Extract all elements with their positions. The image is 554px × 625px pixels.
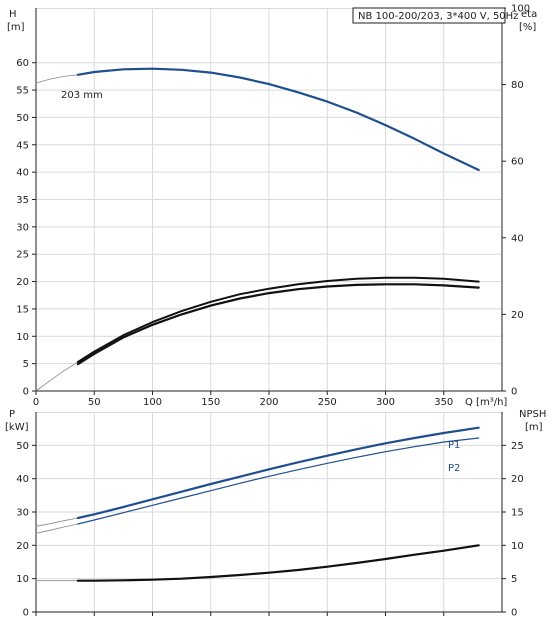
bottom-series <box>35 426 480 582</box>
bottom-series-1-line <box>77 437 480 525</box>
top-left-tick-label-10: 10 <box>16 332 29 343</box>
bottom-right-tick-label-25: 25 <box>511 441 524 452</box>
bottom-left-axis-label-line1: P <box>9 409 15 420</box>
bottom-right-tick-label-10: 10 <box>511 541 524 552</box>
top-tick-labels: 0 5 10 15 20 25 30 35 40 45 50 55 60 0 20 40 60 80 100 0 50 1… <box>16 4 530 409</box>
top-x-tick-label-0: 0 <box>33 397 39 408</box>
top-left-tick-label-45: 45 <box>16 140 29 151</box>
top-left-tick-label-35: 35 <box>16 195 29 206</box>
bottom-right-axis-label-line1: NPSH <box>519 409 546 420</box>
top-right-tick-label-60: 60 <box>511 157 524 168</box>
top-right-tick-label-0: 0 <box>511 387 517 398</box>
top-right-tick-label-20: 20 <box>511 310 524 321</box>
top-left-tick-label-5: 5 <box>23 359 29 370</box>
top-left-tick-label-25: 25 <box>16 250 29 261</box>
top-left-tick-label-40: 40 <box>16 168 29 179</box>
top-left-tick-label-20: 20 <box>16 277 29 288</box>
top-x-tick-label-50: 50 <box>88 397 101 408</box>
top-left-tick-label-60: 60 <box>16 58 29 69</box>
top-x-tick-label-150: 150 <box>201 397 220 408</box>
bottom-right-tick-label-15: 15 <box>511 508 524 519</box>
bottom-series-0-extension <box>35 517 79 527</box>
bottom-left-tick-label-30: 30 <box>16 508 29 519</box>
top-x-tick-label-300: 300 <box>376 397 395 408</box>
info-box-text: NB 100-200/203, 3*400 V, 50Hz <box>358 11 518 22</box>
top-left-tick-label-0: 0 <box>23 387 29 398</box>
top-series-2-line <box>76 283 480 366</box>
top-series-1-extension <box>35 361 79 392</box>
bottom-right-tick-label-20: 20 <box>511 474 524 485</box>
top-x-tick-label-100: 100 <box>143 397 162 408</box>
top-left-axis-label-line1: H <box>9 9 17 20</box>
bottom-right-tick-label-5: 5 <box>511 574 517 585</box>
top-left-axis-label-line2: [m] <box>7 22 25 33</box>
bottom-left-axis-label-line2: [kW] <box>5 422 29 433</box>
series-label-p1: P1 <box>448 440 460 451</box>
series-label-203mm: 203 mm <box>61 90 103 101</box>
top-series-0-line <box>76 67 480 172</box>
bottom-left-tick-label-10: 10 <box>16 574 29 585</box>
bottom-tick-labels: 0 10 20 30 40 50 0 5 10 15 20 25 <box>16 441 523 619</box>
bottom-series-2-line <box>76 544 480 582</box>
top-right-axis-label-line2: [%] <box>519 22 536 33</box>
top-panel: 0 5 10 15 20 25 30 35 40 45 50 55 60 0 20 40 60 80 100 0 50 1… <box>7 4 537 409</box>
bottom-series-1-extension <box>35 523 79 534</box>
top-right-tick-label-100: 100 <box>511 4 530 15</box>
bottom-series-0-line <box>76 426 480 520</box>
bottom-right-tick-label-0: 0 <box>511 608 517 619</box>
bottom-left-tick-label-0: 0 <box>23 608 29 619</box>
bottom-panel: 0 10 20 30 40 50 0 5 10 15 20 25 P [kW] NPSH [m] P1… <box>5 409 546 619</box>
top-left-tick-label-30: 30 <box>16 222 29 233</box>
bottom-left-tick-label-40: 40 <box>16 474 29 485</box>
bottom-right-axis-label-line2: [m] <box>525 422 543 433</box>
top-series-1-line <box>76 276 480 363</box>
top-right-tick-label-40: 40 <box>511 233 524 244</box>
top-series <box>35 67 480 392</box>
top-left-tick-label-55: 55 <box>16 86 29 97</box>
top-right-axis-label-line1: eta <box>521 9 537 20</box>
bottom-left-tick-label-20: 20 <box>16 541 29 552</box>
top-x-tick-label-200: 200 <box>259 397 278 408</box>
top-x-tick-label-250: 250 <box>318 397 337 408</box>
top-x-axis-label: Q [m³/h] <box>465 397 507 408</box>
info-box: NB 100-200/203, 3*400 V, 50Hz <box>352 7 518 24</box>
top-x-tick-label-350: 350 <box>434 397 453 408</box>
top-left-tick-label-15: 15 <box>16 304 29 315</box>
top-left-tick-label-50: 50 <box>16 113 29 124</box>
bottom-left-tick-label-50: 50 <box>16 441 29 452</box>
top-right-tick-label-80: 80 <box>511 80 524 91</box>
top-series-0-extension <box>35 74 79 84</box>
series-label-p2: P2 <box>448 463 460 474</box>
info-box-frame <box>352 7 506 24</box>
